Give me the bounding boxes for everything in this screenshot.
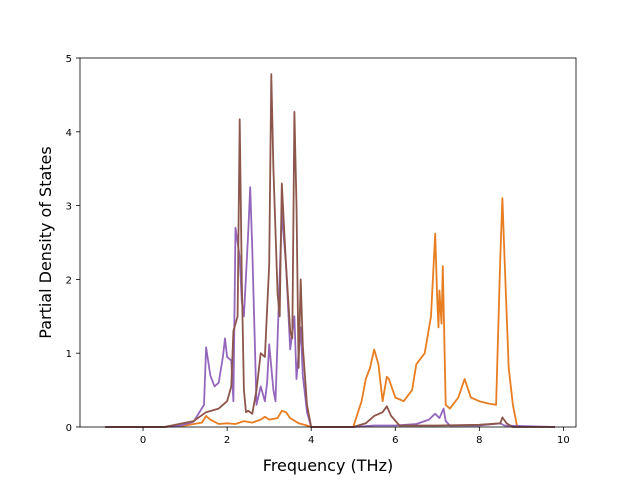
plot-frame <box>79 57 577 428</box>
x-axis-label: Frequency (THz) <box>263 456 393 475</box>
x-tick-label: 2 <box>224 435 230 446</box>
y-tick-label: 3 <box>66 202 72 213</box>
y-axis-label: Partial Density of States <box>36 146 55 338</box>
x-tick-label: 6 <box>392 435 398 446</box>
y-tick-label: 4 <box>66 128 72 139</box>
x-tick-label: 8 <box>476 435 482 446</box>
x-tick-label: 10 <box>557 435 570 446</box>
y-tick-label: 1 <box>66 349 72 360</box>
y-tick-label: 2 <box>66 275 72 286</box>
ticks-layer: 0 2 4 6 8 10 0 1 2 3 4 5 <box>66 54 570 446</box>
series-line-3 <box>105 73 555 428</box>
x-tick-label: 4 <box>308 435 314 446</box>
x-tick-label: 0 <box>140 435 146 446</box>
series-line-2 <box>105 186 556 428</box>
series-line-1 <box>105 197 519 428</box>
series-layer <box>105 73 556 428</box>
y-tick-label: 5 <box>66 54 72 65</box>
y-tick-label: 0 <box>66 423 72 434</box>
